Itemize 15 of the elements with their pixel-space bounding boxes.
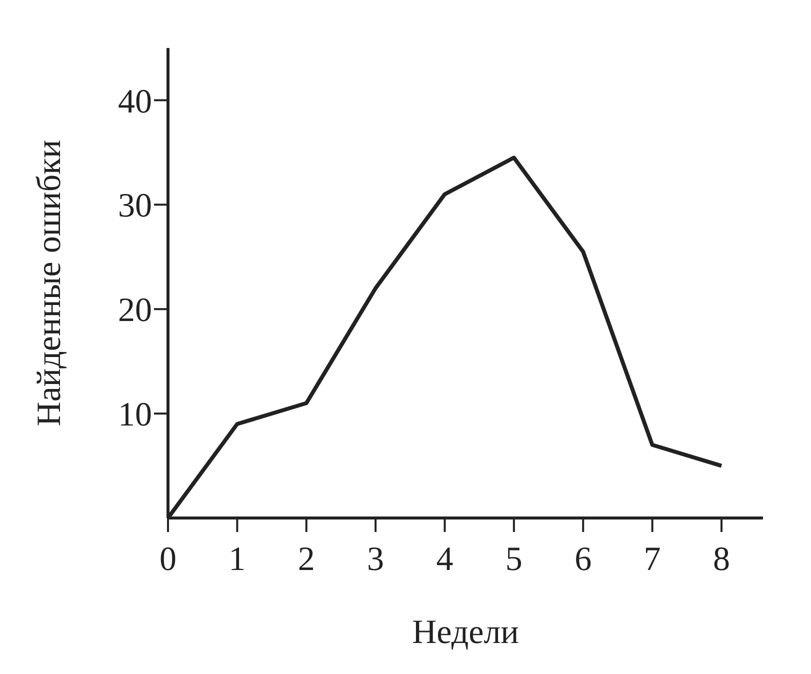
x-tick-label: 5 bbox=[505, 541, 522, 578]
x-tick-label: 7 bbox=[644, 541, 661, 578]
x-axis-title: Недели bbox=[412, 614, 519, 651]
x-tick-label: 8 bbox=[712, 541, 730, 578]
x-tick-label: 2 bbox=[298, 541, 315, 578]
y-tick-label: 40 bbox=[118, 83, 152, 120]
x-tick-label: 6 bbox=[574, 541, 592, 578]
y-tick-label: 20 bbox=[118, 292, 152, 330]
x-tick-label: 3 bbox=[367, 541, 384, 578]
x-tick-label: 0 bbox=[160, 541, 176, 578]
y-tick-label: 10 bbox=[118, 396, 152, 434]
y-tick-label: 30 bbox=[118, 188, 152, 225]
y-axis-title: Найденные ошибки bbox=[31, 140, 68, 426]
x-tick-label: 4 bbox=[436, 541, 454, 578]
x-tick-label: 1 bbox=[228, 541, 246, 578]
